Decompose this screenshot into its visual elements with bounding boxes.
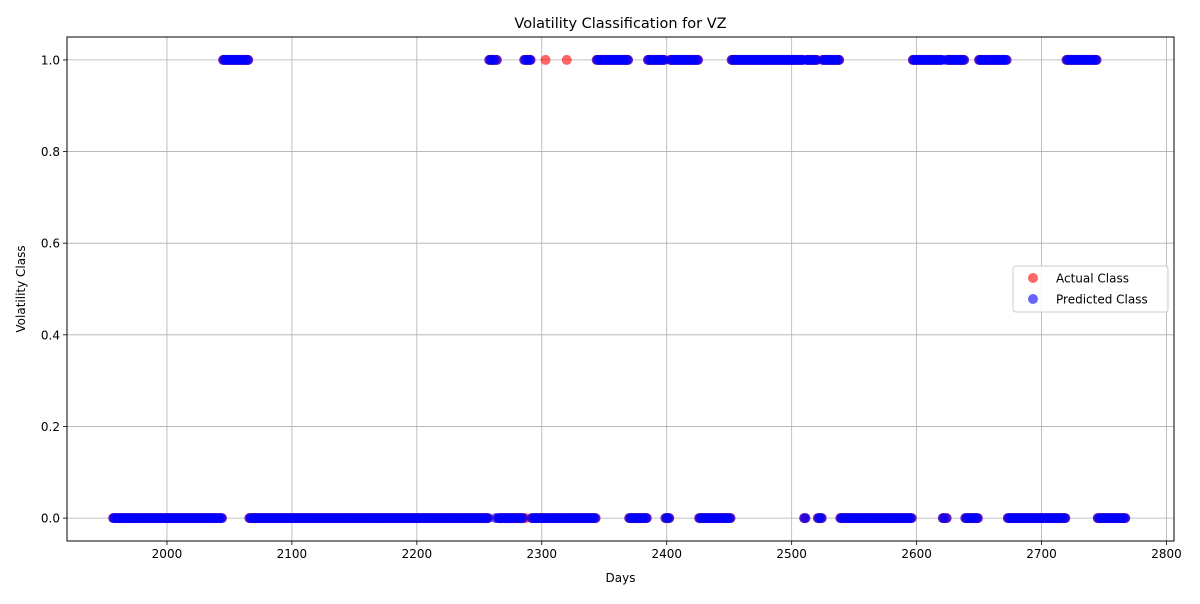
actual-class-point: [540, 54, 551, 65]
legend-marker-actual: [1028, 273, 1038, 283]
predicted-class-point: [518, 513, 529, 524]
legend-label-actual: Actual Class: [1056, 272, 1129, 286]
y-tick-label: 1.0: [41, 53, 60, 67]
x-tick-label: 2500: [776, 547, 807, 561]
predicted-class-point: [664, 513, 675, 524]
legend-marker-predicted: [1028, 294, 1038, 304]
predicted-class-point: [816, 513, 827, 524]
axis-ticks: 2000 2100 2200 2300 2400 2500 2600 2700 2800 0.0 0…: [41, 53, 1182, 561]
predicted-class-point: [959, 54, 970, 65]
y-tick-label: 0.6: [41, 237, 60, 251]
predicted-class-point: [972, 513, 983, 524]
predicted-class-point: [590, 513, 601, 524]
legend-label-predicted: Predicted Class: [1056, 293, 1148, 307]
predicted-class-point: [243, 54, 254, 65]
legend-box: [1012, 265, 1169, 313]
predicted-class-point: [1120, 513, 1131, 524]
y-tick-label: 0.0: [41, 512, 60, 526]
y-axis-label: Volatility Class: [14, 245, 28, 332]
predicted-class-point: [1060, 513, 1071, 524]
predicted-class-point: [692, 54, 703, 65]
predicted-class-point: [641, 513, 652, 524]
x-tick-label: 2400: [651, 547, 682, 561]
predicted-class-point: [483, 513, 494, 524]
predicted-class-point: [491, 54, 502, 65]
predicted-class-point: [725, 513, 736, 524]
predicted-class-series: [108, 54, 1131, 524]
x-tick-label: 2600: [901, 547, 932, 561]
x-tick-label: 2300: [527, 547, 558, 561]
predicted-class-point: [941, 513, 952, 524]
predicted-class-point: [1001, 54, 1012, 65]
predicted-class-point: [525, 54, 536, 65]
x-tick-label: 2200: [402, 547, 433, 561]
x-tick-label: 2000: [152, 547, 183, 561]
x-axis-label: Days: [606, 571, 636, 585]
x-tick-label: 2100: [277, 547, 308, 561]
y-tick-label: 0.2: [41, 420, 60, 434]
y-tick-label: 0.4: [41, 328, 60, 342]
scatter-points: [108, 54, 1131, 524]
predicted-class-point: [834, 54, 845, 65]
y-tick-label: 0.8: [41, 145, 60, 159]
predicted-class-point: [1091, 54, 1102, 65]
plot-area-frame: [66, 36, 1175, 542]
x-tick-label: 2800: [1151, 547, 1182, 561]
predicted-class-point: [216, 513, 227, 524]
predicted-class-point: [623, 54, 633, 65]
x-tick-label: 2700: [1026, 547, 1057, 561]
legend: Actual Class Predicted Class: [1012, 265, 1169, 313]
actual-class-point: [561, 54, 572, 65]
predicted-class-point: [906, 513, 917, 524]
predicted-class-point: [800, 513, 811, 524]
chart-title: Volatility Classification for VZ: [514, 16, 726, 32]
